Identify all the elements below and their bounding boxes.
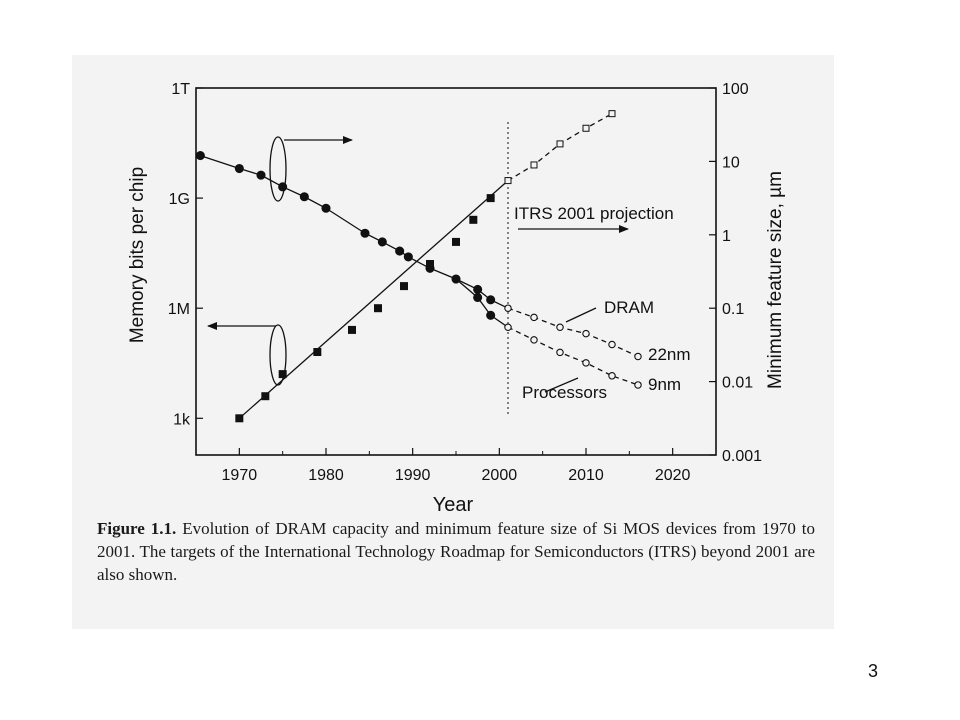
open-square-point	[504, 177, 512, 185]
memory-point	[426, 260, 434, 269]
right-y-tick-label: 10	[722, 154, 740, 171]
open-circle-point	[504, 304, 512, 312]
series-line	[455, 278, 509, 328]
label-22nm: 22nm	[648, 345, 691, 364]
annotation-graphics	[207, 136, 629, 393]
open-square-point	[608, 110, 616, 118]
right-axis-title: Minimum feature size, µm	[765, 171, 786, 389]
memory-point	[348, 325, 356, 334]
dram-point	[256, 170, 266, 180]
right-axis-group-ellipse	[269, 136, 287, 202]
dram-point	[234, 163, 244, 174]
x-tick-label: 2010	[568, 467, 604, 484]
itrs-label: ITRS 2001 projection	[514, 204, 674, 223]
x-tick-label: 1980	[308, 467, 344, 484]
label-9nm: 9nm	[648, 375, 681, 394]
processors-label: Processors	[522, 383, 607, 402]
dram-point	[321, 203, 331, 213]
processors-leader	[544, 377, 579, 393]
memory-point	[261, 392, 270, 401]
plot-frame	[195, 87, 717, 456]
left-axis-title: Memory bits per chip	[127, 167, 148, 343]
left-y-tick-label: 1T	[171, 81, 190, 98]
dram-point	[377, 237, 387, 247]
open-circle-point	[608, 340, 616, 349]
right-y-tick-label: 0.001	[722, 448, 762, 465]
memory-point	[486, 194, 495, 203]
open-circle-point	[634, 381, 642, 389]
open-square-point	[556, 140, 564, 148]
x-axis-title: Year	[433, 494, 474, 516]
figure-caption: Figure 1.1. Evolution of DRAM capacity a…	[97, 517, 815, 586]
data-marks	[195, 110, 642, 423]
memory-point	[374, 304, 382, 313]
dram-leader	[565, 307, 597, 323]
open-circle-point	[530, 336, 538, 344]
right-y-tick-label: 1	[722, 228, 731, 245]
caption-text: Evolution of DRAM capacity and minimum f…	[97, 519, 815, 584]
right-y-tick-label: 0.01	[722, 375, 753, 392]
caption-label: Figure 1.1.	[97, 519, 177, 538]
x-tick-label: 2000	[482, 467, 518, 484]
x-tick-label: 2020	[655, 467, 691, 484]
x-tick-label: 1970	[222, 467, 258, 484]
open-circle-point	[504, 323, 512, 332]
memory-point	[235, 414, 244, 423]
x-tick-label: 1990	[395, 467, 431, 484]
series-line	[238, 180, 509, 419]
left-y-tick-label: 1k	[173, 411, 191, 428]
right-y-tick-label: 0.1	[722, 301, 744, 318]
open-square-point	[530, 161, 538, 169]
series-line	[507, 326, 639, 386]
memory-point	[452, 237, 460, 246]
dram-point	[451, 274, 461, 284]
dram-point	[486, 310, 496, 320]
open-circle-point	[530, 313, 538, 322]
right-y-tick-label: 100	[722, 81, 749, 98]
page-number: 3	[868, 661, 879, 681]
dram-point	[360, 228, 370, 238]
memory-point	[400, 282, 408, 291]
x-axis: 1970 1980 1990 2000 2010 2020	[222, 448, 691, 484]
dram-point	[486, 295, 496, 305]
open-circle-point	[582, 329, 590, 338]
right-y-axis: 100 10 1 0.1 0.01 0.001	[709, 81, 762, 465]
left-y-axis: 1T 1G 1M 1k	[168, 81, 203, 428]
dram-label: DRAM	[604, 298, 654, 317]
open-circle-point	[634, 352, 642, 361]
series-line	[200, 154, 509, 309]
memory-point	[313, 348, 322, 357]
series-line	[507, 307, 639, 358]
memory-point	[469, 215, 478, 224]
left-y-tick-label: 1G	[169, 191, 190, 208]
left-y-tick-label: 1M	[168, 301, 190, 318]
open-circle-point	[608, 372, 616, 380]
open-square-point	[582, 124, 590, 132]
dram-point	[473, 284, 483, 295]
dram-point	[395, 246, 405, 256]
dram-point	[473, 292, 483, 303]
dram-point	[299, 192, 309, 202]
open-circle-point	[582, 359, 590, 367]
figure-scan	[72, 55, 834, 629]
open-circle-point	[556, 323, 564, 332]
trend-lines	[200, 113, 639, 419]
open-circle-point	[556, 348, 564, 357]
dram-point	[195, 151, 205, 161]
dram-point	[403, 252, 413, 262]
left-axis-group-ellipse	[269, 324, 287, 386]
